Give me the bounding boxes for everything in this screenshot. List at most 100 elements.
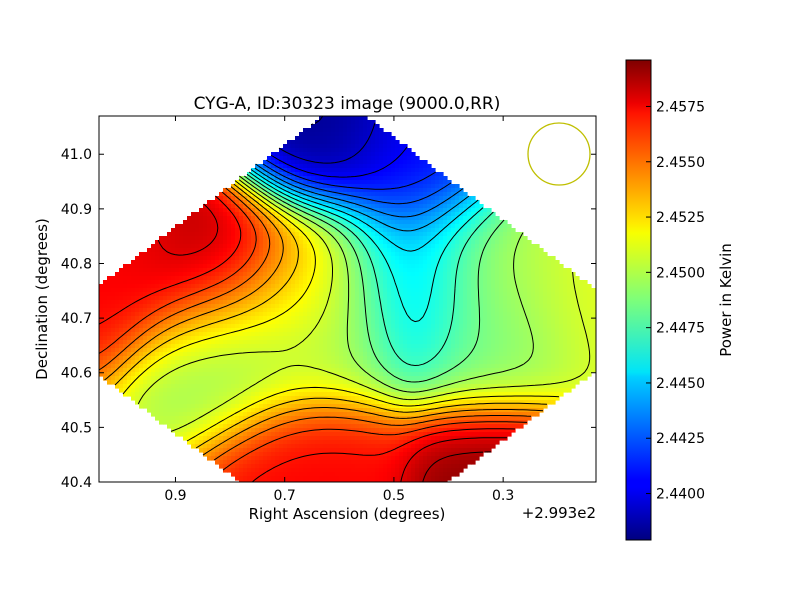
heat-cell (259, 176, 264, 181)
heat-cell (103, 300, 108, 305)
heat-cell (307, 228, 312, 233)
heat-cell (339, 172, 344, 177)
heat-cell (163, 320, 168, 325)
heat-cell (523, 324, 528, 329)
heat-cell (263, 304, 268, 309)
heat-cell (287, 348, 292, 353)
heat-cell (563, 344, 568, 349)
heat-cell (523, 320, 528, 325)
heat-cell (495, 272, 500, 277)
heat-cell (371, 296, 376, 301)
heat-cell (511, 288, 516, 293)
heat-cell (451, 248, 456, 253)
heat-cell (399, 212, 404, 217)
heat-cell (331, 248, 336, 253)
heat-cell (379, 252, 384, 257)
heat-cell (343, 304, 348, 309)
heat-cell (271, 352, 276, 357)
heat-cell (423, 256, 428, 261)
heat-cell (283, 144, 288, 149)
heat-cell (435, 316, 440, 321)
heat-cell (375, 152, 380, 157)
heat-cell (327, 184, 332, 189)
heat-cell (179, 352, 184, 357)
heat-cell (503, 232, 508, 237)
heat-cell (291, 308, 296, 313)
heat-cell (243, 200, 248, 205)
heat-cell (471, 300, 476, 305)
heat-cell (199, 212, 204, 217)
heat-cell (291, 168, 296, 173)
heat-cell (183, 244, 188, 249)
heat-cell (399, 192, 404, 197)
heat-cell (451, 320, 456, 325)
heat-cell (299, 232, 304, 237)
heat-cell (291, 332, 296, 337)
heat-cell (379, 244, 384, 249)
heat-cell (471, 200, 476, 205)
heat-cell (403, 312, 408, 317)
heat-cell (535, 336, 540, 341)
heat-cell (239, 320, 244, 325)
heat-cell (159, 276, 164, 281)
heat-cell (439, 316, 444, 321)
heat-cell (287, 332, 292, 337)
heat-cell (355, 276, 360, 281)
heat-cell (147, 280, 152, 285)
heat-cell (387, 196, 392, 201)
heat-cell (355, 196, 360, 201)
heat-cell (539, 304, 544, 309)
heat-cell (111, 320, 116, 325)
heat-cell (475, 340, 480, 345)
heat-cell (511, 316, 516, 321)
heat-cell (555, 324, 560, 329)
heat-cell (347, 232, 352, 237)
heat-cell (367, 220, 372, 225)
heat-cell (423, 336, 428, 341)
heat-cell (335, 116, 340, 121)
heat-cell (571, 296, 576, 301)
heat-cell (463, 284, 468, 289)
heat-cell (363, 344, 368, 349)
heat-cell (567, 340, 572, 345)
heat-cell (155, 352, 160, 357)
heat-cell (167, 240, 172, 245)
heat-cell (235, 348, 240, 353)
heat-cell (503, 328, 508, 333)
heat-cell (363, 140, 368, 145)
heat-cell (287, 284, 292, 289)
heat-cell (111, 352, 116, 357)
heat-cell (279, 292, 284, 297)
heat-cell (247, 236, 252, 241)
heat-cell (227, 300, 232, 305)
heat-cell (147, 272, 152, 277)
heat-cell (359, 184, 364, 189)
heat-cell (359, 180, 364, 185)
heat-cell (295, 196, 300, 201)
heat-cell (155, 332, 160, 337)
heat-cell (455, 300, 460, 305)
heat-cell (255, 236, 260, 241)
heat-cell (431, 292, 436, 297)
heat-cell (399, 156, 404, 161)
heat-cell (427, 280, 432, 285)
heat-cell (143, 288, 148, 293)
heat-cell (375, 304, 380, 309)
heat-cell (295, 140, 300, 145)
heat-cell (151, 272, 156, 277)
heat-cell (471, 240, 476, 245)
heat-cell (387, 208, 392, 213)
heat-cell (395, 304, 400, 309)
heat-cell (523, 292, 528, 297)
heat-cell (503, 272, 508, 277)
heat-cell (431, 348, 436, 353)
heat-cell (287, 320, 292, 325)
heat-cell (363, 132, 368, 137)
heat-cell (447, 300, 452, 305)
heat-cell (487, 260, 492, 265)
heat-cell (259, 188, 264, 193)
heat-cell (235, 340, 240, 345)
heat-cell (187, 268, 192, 273)
heat-cell (531, 316, 536, 321)
heat-cell (175, 284, 180, 289)
